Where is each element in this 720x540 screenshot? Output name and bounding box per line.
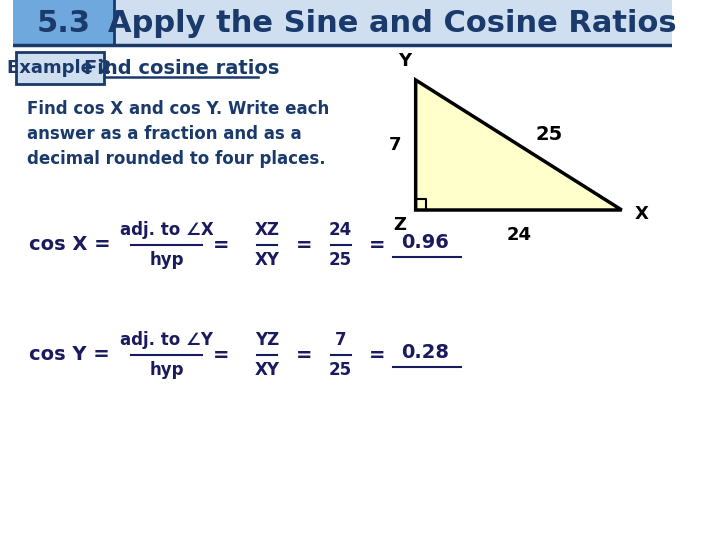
Text: =: = (369, 235, 385, 254)
Text: 0.96: 0.96 (401, 233, 449, 252)
Text: 24: 24 (329, 221, 352, 239)
Text: 0.28: 0.28 (401, 342, 449, 361)
Text: hyp: hyp (149, 361, 184, 379)
Polygon shape (415, 80, 621, 210)
Text: XZ: XZ (255, 221, 280, 239)
Text: 25: 25 (329, 251, 352, 269)
Text: 24: 24 (506, 226, 531, 244)
Text: Y: Y (398, 52, 411, 70)
Text: =: = (213, 235, 230, 254)
Text: 7: 7 (389, 136, 401, 154)
Text: Example 2: Example 2 (7, 59, 112, 77)
Text: 25: 25 (535, 125, 562, 145)
Text: XY: XY (255, 361, 280, 379)
Text: 5.3: 5.3 (36, 9, 90, 37)
Text: =: = (213, 346, 230, 365)
Text: XY: XY (255, 251, 280, 269)
Text: YZ: YZ (255, 331, 279, 349)
Text: adj. to ∠Y: adj. to ∠Y (120, 331, 213, 349)
Text: 25: 25 (329, 361, 352, 379)
Text: Z: Z (394, 216, 407, 234)
Text: X: X (634, 205, 649, 223)
FancyBboxPatch shape (13, 0, 114, 45)
FancyBboxPatch shape (13, 0, 672, 45)
Text: =: = (296, 346, 312, 365)
Text: adj. to ∠X: adj. to ∠X (120, 221, 214, 239)
Text: Find cos X and cos Y. Write each
answer as a fraction and as a
decimal rounded t: Find cos X and cos Y. Write each answer … (27, 100, 329, 168)
Text: cos X =: cos X = (30, 235, 111, 254)
Text: =: = (369, 346, 385, 365)
Text: 7: 7 (335, 331, 346, 349)
Text: Find cosine ratios: Find cosine ratios (84, 58, 280, 78)
Text: =: = (296, 235, 312, 254)
Text: cos Y =: cos Y = (30, 346, 110, 365)
Text: hyp: hyp (149, 251, 184, 269)
Text: Apply the Sine and Cosine Ratios: Apply the Sine and Cosine Ratios (109, 9, 677, 37)
FancyBboxPatch shape (16, 52, 104, 84)
